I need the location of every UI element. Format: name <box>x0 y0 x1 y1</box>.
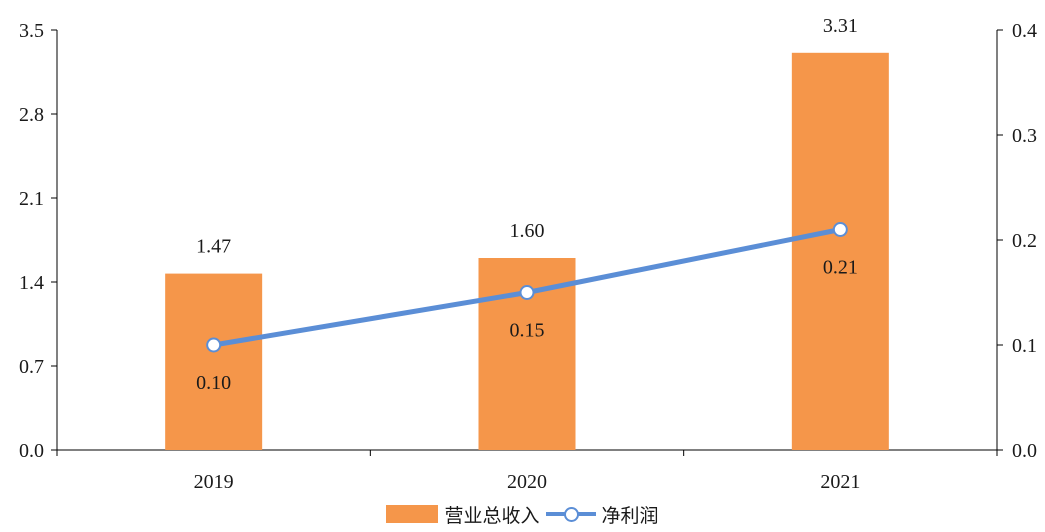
line-point <box>206 337 222 353</box>
legend-label-profit: 净利润 <box>601 504 659 527</box>
line-data-label: 0.15 <box>510 320 545 342</box>
line-data-label: 0.10 <box>196 372 231 394</box>
legend-swatch-profit <box>545 505 596 523</box>
legend-swatch-revenue <box>386 505 439 523</box>
y-left-tick-label: 1.4 <box>19 272 44 294</box>
line-data-label: 0.21 <box>823 257 858 279</box>
x-tick-label: 2020 <box>507 471 547 493</box>
y-right-tick-label: 0.0 <box>1012 440 1037 462</box>
y-right-tick-label: 0.3 <box>1012 125 1037 147</box>
legend-item-revenue: 营业总收入 <box>386 501 540 528</box>
y-left-tick-label: 2.8 <box>19 104 44 126</box>
x-tick-label: 2019 <box>194 471 234 493</box>
bar-data-label: 1.60 <box>510 220 545 242</box>
legend-item-profit: 净利润 <box>545 501 659 528</box>
bar <box>165 273 263 450</box>
combo-chart: 0.0 0.7 1.4 2.1 2.8 3.5 0.0 0.1 0.2 0.3 0.4 2019 202… <box>19 15 1037 493</box>
line-point <box>519 285 535 300</box>
y-right-tick-label: 0.4 <box>1012 20 1037 42</box>
y-left-tick-label: 0.0 <box>19 440 44 462</box>
bar-data-label: 3.31 <box>823 15 858 37</box>
x-tick-label: 2021 <box>820 471 860 493</box>
line-point <box>832 222 848 237</box>
y-right-tick-label: 0.1 <box>1012 335 1037 357</box>
y-left-tick-label: 3.5 <box>19 20 44 42</box>
legend-label-revenue: 营业总收入 <box>444 504 540 527</box>
legend: 营业总收入 净利润 <box>0 500 1045 528</box>
bar <box>791 52 889 451</box>
y-left-tick-label: 2.1 <box>19 188 44 210</box>
bar-data-label: 1.47 <box>196 236 231 258</box>
y-left-tick-label: 0.7 <box>19 356 44 378</box>
y-right-tick-label: 0.2 <box>1012 230 1037 252</box>
